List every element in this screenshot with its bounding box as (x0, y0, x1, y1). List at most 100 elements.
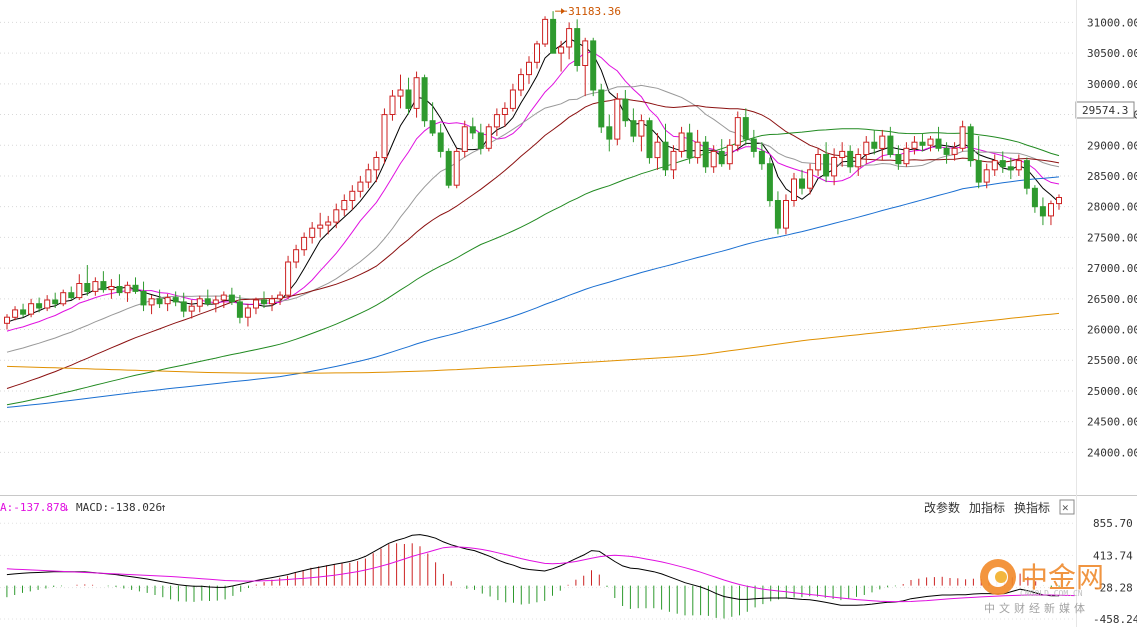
candle[interactable] (236, 295, 243, 324)
candle[interactable] (413, 71, 420, 118)
candle[interactable] (164, 293, 171, 312)
candle[interactable] (244, 303, 251, 327)
candle[interactable] (253, 297, 259, 315)
candle[interactable] (100, 271, 107, 293)
candle[interactable] (726, 139, 733, 170)
candle[interactable] (518, 68, 524, 97)
candle[interactable] (333, 203, 340, 229)
candle[interactable] (269, 295, 275, 312)
candle[interactable] (646, 117, 653, 164)
candle[interactable] (36, 297, 43, 313)
candle[interactable] (654, 132, 661, 170)
candle[interactable] (678, 126, 685, 158)
candle[interactable] (389, 89, 396, 121)
candle[interactable] (831, 148, 838, 186)
candle[interactable] (750, 129, 757, 158)
candle[interactable] (172, 291, 179, 307)
candle[interactable] (341, 194, 348, 216)
candle[interactable] (1048, 200, 1054, 226)
candle[interactable] (975, 136, 982, 189)
candle[interactable] (397, 74, 404, 109)
candle[interactable] (365, 163, 372, 189)
candle[interactable] (461, 120, 468, 158)
candle[interactable] (68, 286, 75, 301)
candle[interactable] (943, 142, 950, 164)
candle[interactable] (630, 108, 637, 143)
candle[interactable] (686, 123, 693, 164)
candle[interactable] (4, 314, 10, 330)
candle[interactable] (12, 306, 19, 321)
candle[interactable] (791, 172, 797, 207)
candlesticks[interactable] (4, 11, 1062, 330)
candle[interactable] (702, 136, 709, 173)
candle[interactable] (301, 232, 308, 256)
candle[interactable] (196, 295, 203, 313)
candle[interactable] (357, 175, 364, 198)
candle[interactable] (999, 151, 1006, 173)
candle[interactable] (662, 123, 669, 176)
candle[interactable] (951, 142, 958, 161)
candle[interactable] (429, 102, 436, 137)
candle[interactable] (76, 274, 83, 301)
candle[interactable] (935, 126, 942, 152)
switch-indicator-button[interactable]: 换指标 (1014, 500, 1050, 515)
candle[interactable] (823, 142, 830, 183)
candle[interactable] (92, 277, 99, 296)
candle[interactable] (188, 300, 195, 319)
candle[interactable] (718, 139, 725, 167)
candle[interactable] (373, 151, 380, 183)
candle[interactable] (212, 295, 219, 313)
candle[interactable] (44, 295, 51, 312)
candle[interactable] (220, 291, 227, 309)
candle[interactable] (766, 157, 773, 207)
candle[interactable] (871, 129, 878, 155)
candle[interactable] (285, 255, 292, 299)
candle[interactable] (927, 136, 934, 152)
candle[interactable] (550, 11, 557, 54)
candle[interactable] (903, 142, 910, 167)
change-params-button[interactable]: 改参数 (924, 500, 960, 515)
candle[interactable] (783, 194, 789, 235)
candle[interactable] (277, 291, 284, 305)
candle[interactable] (1056, 194, 1062, 210)
candle[interactable] (116, 274, 123, 296)
candle[interactable] (534, 40, 540, 69)
candle[interactable] (582, 37, 589, 97)
candle[interactable] (847, 145, 854, 173)
candle[interactable] (606, 114, 613, 152)
candle[interactable] (20, 303, 27, 318)
candle[interactable] (558, 40, 565, 72)
candle[interactable] (148, 295, 155, 315)
candle[interactable] (742, 108, 749, 146)
candle[interactable] (959, 120, 966, 152)
candle[interactable] (204, 289, 211, 307)
candle[interactable] (156, 289, 163, 309)
candle[interactable] (469, 117, 476, 140)
candle[interactable] (493, 108, 500, 137)
candle[interactable] (839, 142, 846, 167)
candle[interactable] (991, 154, 998, 176)
candle[interactable] (453, 148, 460, 189)
candle[interactable] (437, 123, 444, 158)
add-indicator-button[interactable]: 加指标 (969, 500, 1005, 515)
candle[interactable] (108, 279, 115, 299)
candle[interactable] (1023, 157, 1030, 195)
candle[interactable] (590, 37, 597, 97)
candle[interactable] (180, 292, 187, 318)
candle[interactable] (445, 148, 452, 189)
candle[interactable] (1015, 154, 1022, 176)
candle[interactable] (228, 287, 235, 305)
candle[interactable] (807, 163, 814, 195)
candle[interactable] (887, 126, 894, 158)
candle[interactable] (261, 291, 267, 309)
candle[interactable] (919, 132, 926, 152)
candle[interactable] (622, 89, 629, 127)
candle[interactable] (1031, 185, 1038, 213)
candle[interactable] (566, 22, 573, 60)
candle[interactable] (863, 136, 870, 164)
candle[interactable] (895, 145, 902, 170)
candle[interactable] (1007, 157, 1014, 180)
candle[interactable] (52, 292, 59, 309)
candle[interactable] (325, 215, 332, 235)
